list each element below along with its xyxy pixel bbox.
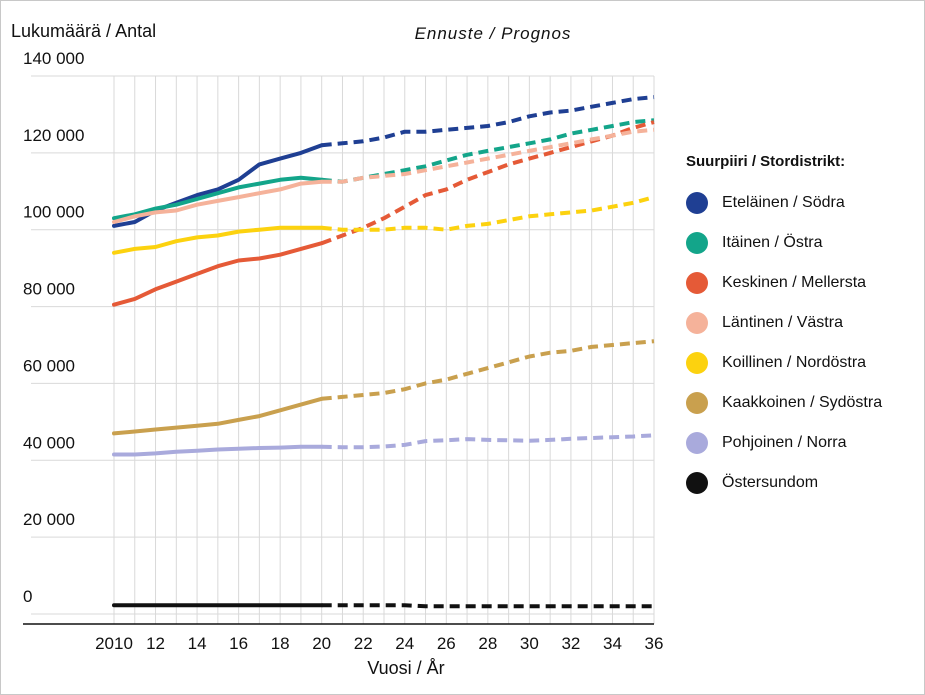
series-line-forecast — [321, 95, 655, 148]
y-tick-label: 20 000 — [23, 510, 75, 529]
legend-item: Östersundom — [686, 463, 921, 503]
series-line-forecast — [321, 127, 655, 184]
x-tick-label: 18 — [271, 634, 290, 653]
legend-swatch — [686, 232, 708, 254]
y-tick-labels: 0 20 000 40 000 60 000 80 000 100 000 120 000 1… — [23, 49, 84, 606]
legend-swatch — [686, 432, 708, 454]
x-tick-labels: 2010 12 14 16 18 20 22 24 26 28 30 32 34 36 — [95, 634, 663, 653]
series-line-actual — [112, 241, 324, 307]
legend-swatch — [686, 312, 708, 334]
y-tick-label: 0 — [23, 587, 32, 606]
legend-label: Läntinen / Västra — [722, 314, 843, 331]
series-line-actual — [112, 444, 324, 457]
series-line-actual — [112, 175, 324, 221]
x-tick-label: 22 — [354, 634, 373, 653]
legend-label: Kaakkoinen / Sydöstra — [722, 394, 883, 411]
x-tick-label: 32 — [561, 634, 580, 653]
x-tick-label: 26 — [437, 634, 456, 653]
forecast-label: Ennuste / Prognos — [415, 24, 572, 43]
x-tick-label: 28 — [478, 634, 497, 653]
series-line-forecast — [321, 603, 654, 609]
legend-label: Koillinen / Nordöstra — [722, 354, 867, 371]
legend-label: Pohjoinen / Norra — [722, 434, 847, 451]
legend-swatch — [686, 472, 708, 494]
legend-label: Östersundom — [722, 474, 819, 491]
legend-items: Eteläinen / Södra Itäinen / Östra Keskinen… — [686, 183, 921, 503]
series-lines — [112, 95, 655, 609]
x-tick-label: 2010 — [95, 634, 133, 653]
x-tick-label: 14 — [188, 634, 207, 653]
series-line-forecast — [321, 195, 655, 232]
x-tick-label: 24 — [395, 634, 414, 653]
x-tick-label: 30 — [520, 634, 539, 653]
series-line-actual — [112, 225, 324, 255]
y-tick-label: 60 000 — [23, 356, 75, 375]
y-tick-label: 100 000 — [23, 203, 84, 222]
y-axis-title: Lukumäärä / Antal — [11, 21, 156, 41]
x-tick-label: 16 — [229, 634, 248, 653]
legend-title: Suurpiiri / Stordistrikt: — [686, 153, 846, 170]
legend: Suurpiiri / Stordistrikt: Eteläinen / Sö… — [686, 153, 921, 503]
series-line-forecast — [321, 339, 655, 401]
legend-swatch — [686, 392, 708, 414]
legend-label: Keskinen / Mellersta — [722, 274, 867, 291]
y-tick-label: 80 000 — [23, 280, 75, 299]
series-line-actual — [112, 179, 324, 224]
x-axis-title: Vuosi / År — [367, 658, 444, 678]
legend-label: Eteläinen / Södra — [722, 194, 845, 211]
y-tick-label: 40 000 — [23, 433, 75, 452]
legend-item: Keskinen / Mellersta — [686, 263, 921, 303]
grid — [31, 75, 655, 624]
x-tick-label: 20 — [312, 634, 331, 653]
series-line-forecast — [321, 433, 655, 450]
x-tick-label: 12 — [146, 634, 165, 653]
y-tick-label: 120 000 — [23, 126, 84, 145]
legend-item: Itäinen / Östra — [686, 223, 921, 263]
legend-item: Pohjoinen / Norra — [686, 423, 921, 463]
legend-swatch — [686, 272, 708, 294]
legend-item: Eteläinen / Södra — [686, 183, 921, 223]
legend-item: Kaakkoinen / Sydöstra — [686, 383, 921, 423]
x-tick-label: 36 — [645, 634, 664, 653]
series-line-actual — [112, 396, 324, 436]
legend-label: Itäinen / Östra — [722, 234, 823, 251]
legend-swatch — [686, 192, 708, 214]
legend-item: Läntinen / Västra — [686, 303, 921, 343]
legend-item: Koillinen / Nordöstra — [686, 343, 921, 383]
legend-swatch — [686, 352, 708, 374]
x-tick-label: 34 — [603, 634, 622, 653]
y-tick-label: 140 000 — [23, 49, 84, 68]
